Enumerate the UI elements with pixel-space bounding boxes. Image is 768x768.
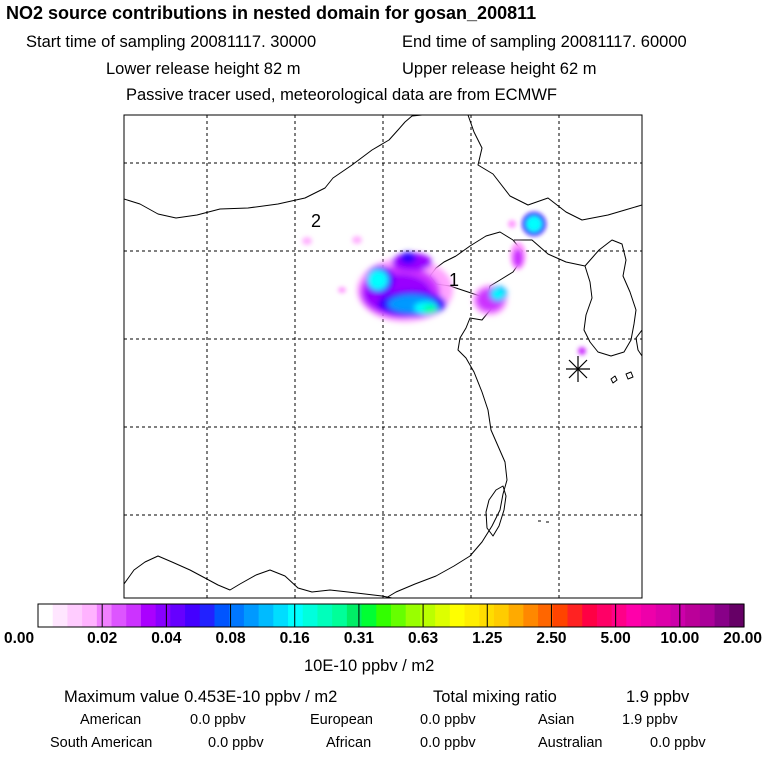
region-value: 0.0 ppbv [190,712,246,728]
colorbar-cell [361,604,377,627]
concentration-plumes [302,212,586,355]
colorbar-cell [376,604,392,627]
asterisk-star-icon [566,356,590,382]
colorbar-cell [596,604,613,627]
colorbar-cell [185,604,201,627]
colorbar-cell [670,604,686,627]
colorbar-cell [655,604,672,627]
colorbar-tick-label: 0.63 [407,630,439,647]
colorbar-cell [391,604,407,627]
total-mixing-ratio-label: Total mixing ratio [433,688,557,706]
region-name: Asian [538,712,575,728]
colorbar-tick-label: 0.00 [4,630,35,647]
colorbar-cell [729,604,745,627]
source-marker-2: 2 [311,211,322,231]
colorbar-tick-label: 20.00 [723,630,762,647]
colorbar-cell [199,604,216,627]
end-time-label: End time of sampling 20081117. 60000 [402,33,687,51]
colorbar-cell [52,604,69,627]
maximum-value-label: Maximum value 0.453E-10 ppbv / m2 [64,688,338,706]
region-name: South American [50,735,153,751]
colorbar-tick-label: 1.25 [472,630,503,647]
colorbar-cell [523,604,539,627]
region-name: Australian [538,735,603,751]
colorbar-cell [435,604,451,627]
colorbar-cell [346,604,363,627]
region-value: 0.0 ppbv [420,712,476,728]
colorbar-cell [96,604,113,627]
colorbar-cell [214,604,230,627]
colorbar-unit-label: 10E-10 ppbv / m2 [304,657,435,675]
colorbar-cell [567,604,583,627]
colorbar-cell [538,604,554,627]
colorbar-cell [626,604,642,627]
colorbar-cell [111,604,127,627]
region-name: American [80,712,142,728]
map-graticule [124,115,642,598]
colorbar-tick-label: 0.08 [215,630,246,647]
map-title: NO2 source contributions in nested domai… [6,3,537,23]
colorbar-cell [699,604,716,627]
colorbar-cell [493,604,510,627]
colorbar-tick-label: 0.04 [151,630,182,647]
colorbar-cell [582,604,598,627]
region-value: 0.0 ppbv [650,735,706,751]
colorbar-cell [552,604,569,627]
colorbar-cell [464,604,480,627]
colorbar-tick-label: 0.02 [87,630,118,647]
tracer-note-label: Passive tracer used, meteorological data… [126,86,557,104]
colorbar-cell [405,604,422,627]
colorbar-tick-label: 0.31 [343,630,374,647]
region-value: 0.0 ppbv [420,735,476,751]
colorbar-cell [508,604,524,627]
colorbar-cell [243,604,260,627]
map-frame [123,114,643,599]
region-value: 0.0 ppbv [208,735,264,751]
source-marker-1: 1 [449,270,460,290]
colorbar-cell [449,604,466,627]
colorbar-cells [38,604,745,627]
colorbar-cell [258,604,274,627]
region-value: 1.9 ppbv [622,712,678,728]
colorbar-tick-label: 0.16 [279,630,310,647]
region-name: African [326,735,372,751]
colorbar-cell [67,604,83,627]
colorbar-cell [685,604,701,627]
colorbar-cell [317,604,333,627]
lower-release-height-label: Lower release height 82 m [106,60,301,78]
colorbar-cell [229,604,245,627]
colorbar-cell [82,604,98,627]
colorbar-cell [155,604,171,627]
colorbar-cell [332,604,348,627]
colorbar-cell [273,604,289,627]
colorbar-tick-label: 10.00 [660,630,700,647]
colorbar-tick-label: 5.00 [600,630,631,647]
colorbar-cell [38,604,54,627]
upper-release-height-label: Upper release height 62 m [402,60,597,78]
total-mixing-ratio-value: 1.9 ppbv [626,688,690,706]
colorbar-cell [714,604,730,627]
colorbar-cell [140,604,157,627]
colorbar-frame [37,603,745,628]
colorbar-cell [302,604,319,627]
colorbar-tick-label: 2.50 [536,630,567,647]
colorbar-ticks [101,604,681,627]
colorbar-cell [611,604,627,627]
colorbar-cell [126,604,142,627]
start-time-label: Start time of sampling 20081117. 30000 [26,33,317,51]
colorbar-cell [420,604,436,627]
colorbar-cell [170,604,186,627]
colorbar-cell [288,604,304,627]
colorbar-cell [641,604,657,627]
region-name: European [310,712,373,728]
